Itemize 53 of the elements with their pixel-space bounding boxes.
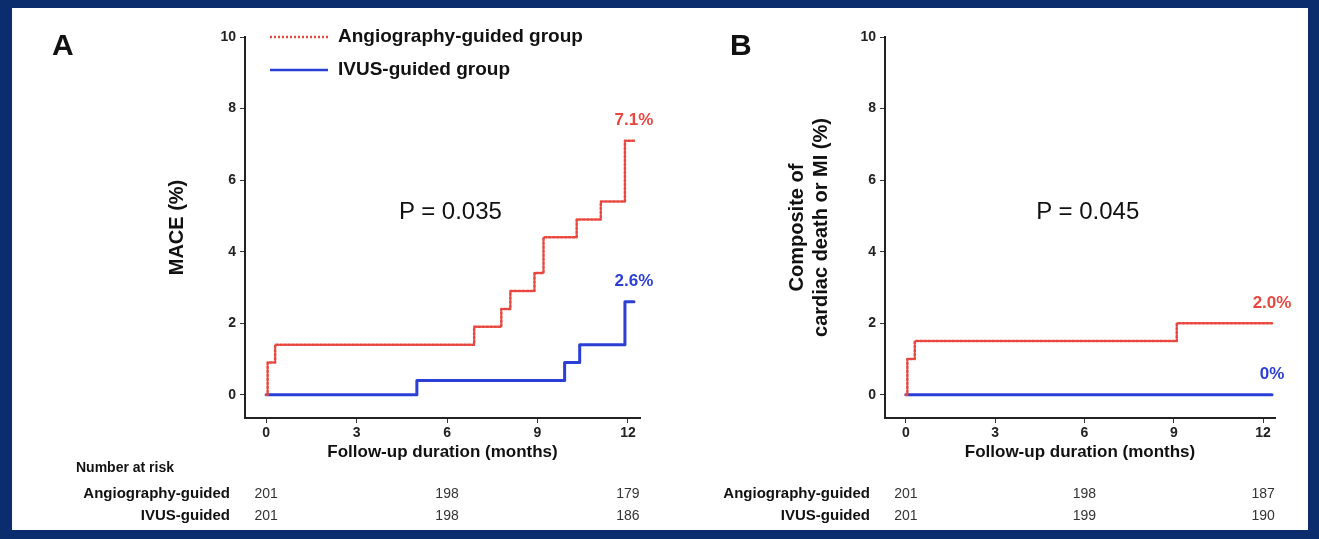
x-tick-label: 0 <box>901 424 910 441</box>
annotation: 2.6% <box>614 271 654 291</box>
text: 198 <box>435 506 459 523</box>
y-tick-label: 2 <box>228 314 237 331</box>
chart-title: A <box>52 28 74 62</box>
text: Number at risk <box>75 458 175 475</box>
x-tick-label: 9 <box>1169 424 1178 441</box>
chart-title: B <box>730 28 752 62</box>
text: 187 <box>1251 484 1275 501</box>
y-tick-label: 2 <box>868 314 877 331</box>
y-tick-label: 0 <box>868 385 877 402</box>
text: IVUS-guided <box>140 506 230 524</box>
y-tick-label: 6 <box>868 170 877 187</box>
text: 201 <box>894 484 918 501</box>
annotation: 2.0% <box>1252 292 1292 312</box>
text: 198 <box>1072 484 1097 501</box>
text: 199 <box>1072 506 1097 523</box>
x-tick-label: 0 <box>262 424 271 441</box>
legend-label: IVUS-guided group <box>338 58 511 80</box>
text: IVUS-guided <box>780 506 870 524</box>
y-tick-label: 0 <box>228 385 237 402</box>
x-axis-title: Follow-up duration (months) <box>327 442 558 462</box>
y-axis-title: MACE (%) <box>164 179 187 276</box>
x-tick-label: 6 <box>443 424 452 441</box>
x-tick-label: 3 <box>352 424 361 441</box>
text: 201 <box>254 484 278 501</box>
y-tick-label: 6 <box>228 170 237 187</box>
x-tick-label: 3 <box>991 424 1000 441</box>
y-axis-title: Composite of cardiac death or MI (%) <box>784 118 831 337</box>
text: 186 <box>616 506 640 523</box>
text: 190 <box>1251 506 1275 523</box>
x-axis-title: Follow-up duration (months) <box>964 442 1196 462</box>
text: 201 <box>254 506 278 523</box>
text: 201 <box>894 506 918 523</box>
y-tick-label: 4 <box>868 242 877 259</box>
x-tick-label: 12 <box>620 424 636 441</box>
y-tick-label: 10 <box>860 27 877 44</box>
text: 179 <box>616 484 640 501</box>
annotation: 0% <box>1259 364 1285 384</box>
y-tick-label: 8 <box>228 99 237 116</box>
text: 198 <box>435 484 459 501</box>
x-tick-label: 9 <box>533 424 542 441</box>
x-tick-label: 6 <box>1080 424 1089 441</box>
annotation: P = 0.035 <box>398 196 502 224</box>
annotation: P = 0.045 <box>1036 196 1140 224</box>
text: Angiography-guided <box>723 484 870 502</box>
y-tick-label: 10 <box>220 27 237 44</box>
text: Angiography-guided <box>83 484 230 502</box>
y-tick-label: 8 <box>868 99 877 116</box>
x-tick-label: 12 <box>1255 424 1272 441</box>
annotation: 7.1% <box>614 110 654 130</box>
y-tick-label: 4 <box>228 242 237 259</box>
legend-label: Angiography-guided group <box>338 25 583 47</box>
